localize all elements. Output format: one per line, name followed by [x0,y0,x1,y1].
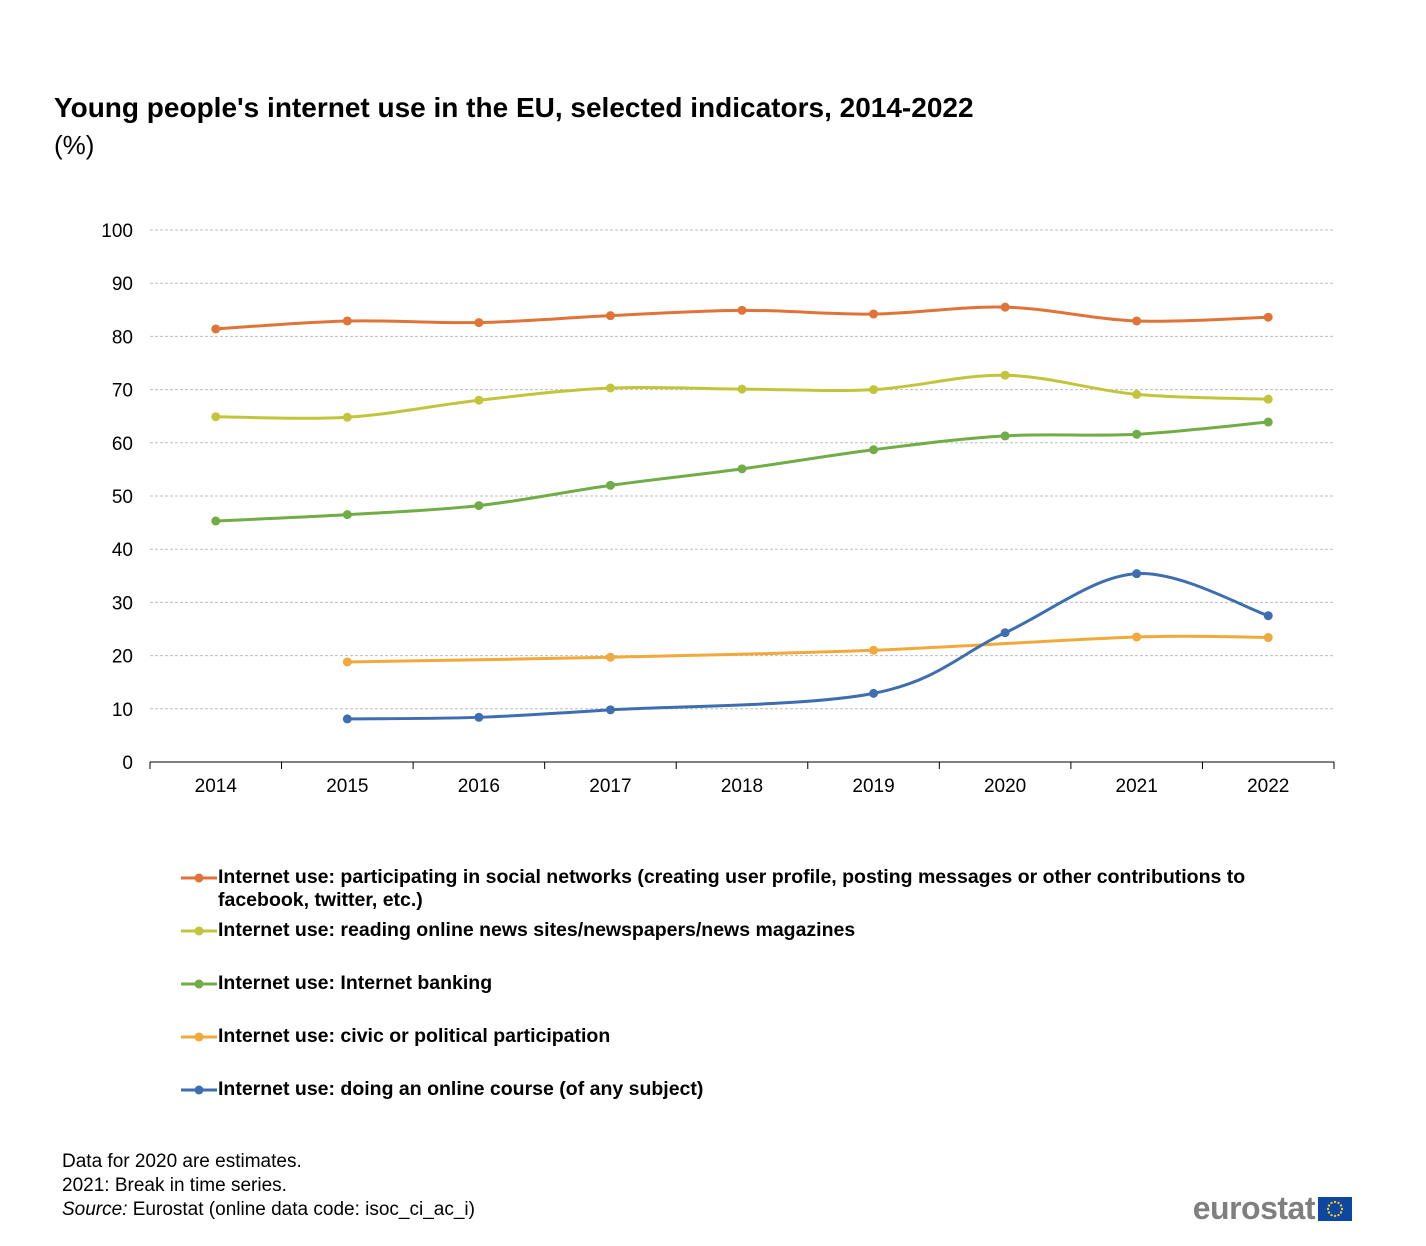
data-point [737,384,747,394]
data-point [211,516,221,526]
x-tick-label: 2014 [195,776,238,797]
chart-legend: Internet use: participating in social ne… [178,866,1318,1101]
x-tick-label: 2019 [852,776,894,797]
data-point [342,714,352,724]
data-point [1132,429,1142,439]
y-tick-label: 100 [101,221,133,242]
data-point [605,311,615,321]
x-tick-label: 2018 [721,776,763,797]
legend-swatch-marker [194,1085,204,1095]
legend-label: Internet use: doing an online course (of… [218,1078,704,1100]
data-point [474,395,484,405]
legend-item: Internet use: doing an online course (of… [178,1078,1318,1101]
source-text: Eurostat (online data code: isoc_ci_ac_i… [127,1199,475,1220]
legend-item: Internet use: reading online news sites/… [178,919,1318,942]
y-tick-label: 70 [112,381,133,402]
legend-item: Internet use: Internet banking [178,972,1318,995]
footnotes: Data for 2020 are estimates. 2021: Break… [62,1150,475,1222]
eurostat-logo: eurostat [1193,1190,1352,1227]
data-point [1263,417,1273,427]
legend-swatch [181,979,217,989]
x-tick-label: 2021 [1116,776,1158,797]
legend-item: Internet use: civic or political partici… [178,1025,1318,1048]
y-tick-label: 60 [112,434,133,455]
legend-label: Internet use: Internet banking [218,972,493,994]
line-chart: 0 10 20 30 40 50 60 70 80 90 100 2014 2015 2016 2017 20… [101,221,1335,797]
y-tick-label: 30 [112,593,133,614]
chart-subtitle: (%) [54,130,95,160]
note-break: 2021: Break in time series. [62,1175,287,1196]
legend-swatch-marker [194,926,204,936]
data-point [474,712,484,722]
data-point [1132,569,1142,579]
legend-label: Internet use: participating in social ne… [218,866,1246,911]
x-tick-label: 2016 [458,776,500,797]
data-point [1132,632,1142,642]
data-point [211,412,221,422]
data-point [1000,431,1010,441]
y-tick-label: 50 [112,487,133,508]
data-point [211,324,221,334]
logo-text: eurostat [1192,1190,1316,1226]
legend-swatch [181,926,217,936]
y-tick-label: 20 [112,647,133,668]
y-tick-label: 10 [112,700,133,721]
legend-swatch [181,873,217,883]
series-line-4 [345,634,1270,664]
data-point [1263,312,1273,322]
data-point [1000,370,1010,380]
legend-swatch-marker [194,873,204,883]
data-point [1132,316,1142,326]
legend-swatch-marker [194,1032,204,1042]
data-point [605,705,615,715]
data-point [869,445,879,455]
source-label: Source: [62,1199,128,1220]
data-point [869,688,879,698]
data-point [737,464,747,474]
y-tick-label: 40 [112,540,133,561]
y-tick-label: 90 [112,274,133,295]
data-point [342,316,352,326]
legend-item: Internet use: participating in social ne… [178,866,1318,912]
data-point [1263,394,1273,404]
legend-swatch-marker [194,979,204,989]
data-point [869,309,879,319]
data-point [1132,389,1142,399]
x-tick-label: 2015 [326,776,368,797]
data-point [474,318,484,328]
data-point [1000,628,1010,638]
x-tick-label: 2017 [589,776,631,797]
x-tick-label: 2020 [984,776,1026,797]
data-point [474,501,484,511]
data-point [605,652,615,662]
data-point [1263,611,1273,621]
chart-title: Young people's internet use in the EU, s… [54,92,974,123]
legend-swatch [181,1085,217,1095]
data-point [605,480,615,490]
eu-flag-icon [1318,1196,1352,1221]
y-tick-label: 0 [122,753,133,774]
data-point [1263,633,1273,643]
note-estimates: Data for 2020 are estimates. [62,1151,302,1172]
series-line-5 [345,572,1270,721]
data-point [737,305,747,315]
data-point [342,657,352,667]
legend-swatch [181,1032,217,1042]
legend-label: Internet use: reading online news sites/… [218,919,856,941]
x-tick-label: 2022 [1247,776,1289,797]
data-point [1000,302,1010,312]
source-line: Source: Eurostat (online data code: isoc… [62,1198,475,1222]
data-point [605,383,615,393]
data-point [869,645,879,655]
data-point [342,510,352,520]
y-tick-label: 80 [112,327,133,348]
data-point [342,412,352,422]
series-line-2 [214,373,1270,420]
legend-label: Internet use: civic or political partici… [218,1025,611,1047]
data-point [869,385,879,395]
